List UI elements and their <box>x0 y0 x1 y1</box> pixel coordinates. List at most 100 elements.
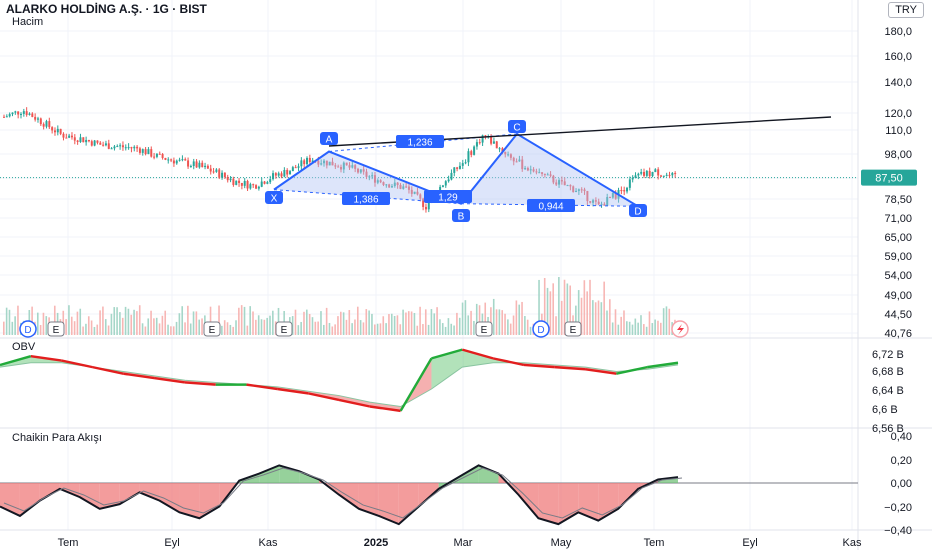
price-tick-label: 98,00 <box>884 149 912 161</box>
candle-body <box>127 147 130 149</box>
last-price-badge <box>861 169 917 186</box>
event-marker-d[interactable]: D <box>19 320 37 338</box>
candle-body <box>631 177 634 180</box>
candle-body <box>76 140 79 142</box>
pattern-ratio-box <box>527 199 575 212</box>
volume-bar <box>427 324 430 335</box>
candle-body <box>538 172 541 174</box>
volume-bar <box>628 321 631 335</box>
event-marker-d[interactable]: D <box>532 320 550 338</box>
volume-bar <box>178 313 181 335</box>
volume-bar <box>453 325 455 335</box>
candle-body <box>36 118 39 120</box>
volume-bar <box>538 279 540 335</box>
candle-body <box>586 191 589 202</box>
volume-bar <box>229 324 232 335</box>
harmonic-pattern: X A B C D 1,236 1,386 1,29 0,944 <box>265 116 832 223</box>
volume-bar <box>11 321 14 335</box>
event-marker-label: E <box>209 325 216 336</box>
candle-body <box>178 159 181 161</box>
volume-bar <box>475 303 478 335</box>
volume-bar <box>189 323 192 335</box>
obv-tick-label: 6,56 B <box>872 423 904 435</box>
price-tick-label: 59,00 <box>884 251 912 263</box>
candle-body <box>609 197 612 199</box>
cmf-area <box>159 483 180 513</box>
volume-bar <box>42 312 45 335</box>
candle-body <box>303 160 306 165</box>
cmf-tick-label: 0,40 <box>891 431 912 443</box>
candle-body <box>87 139 90 142</box>
candle-body <box>359 169 362 173</box>
volume-label: Hacim <box>12 16 44 28</box>
pattern-point-x: X <box>271 194 278 205</box>
earnings-icon <box>203 321 221 337</box>
volume-bar <box>501 310 504 335</box>
candle-body <box>427 202 430 210</box>
volume-bar <box>249 306 251 335</box>
candle-body <box>526 168 529 171</box>
volume-bar <box>444 326 447 335</box>
candle-body <box>371 175 374 177</box>
candle-body <box>31 113 34 117</box>
volume-bar <box>235 320 237 335</box>
volume-bar <box>240 305 243 335</box>
candle-body <box>399 185 402 189</box>
volume-bar <box>410 311 413 335</box>
volume-bar <box>138 305 141 335</box>
volume-bar <box>187 305 189 335</box>
event-marker-e[interactable]: E <box>203 321 221 337</box>
candle-body <box>524 168 527 170</box>
volume-bar <box>340 311 342 335</box>
candle-body <box>274 173 277 176</box>
cmf-area <box>478 465 499 483</box>
candle-body <box>637 173 640 176</box>
volume-bar <box>102 306 104 335</box>
event-marker-e[interactable]: E <box>275 321 293 337</box>
volume-bar <box>606 310 608 335</box>
volume-bar <box>631 324 634 335</box>
volume-bar <box>153 318 155 335</box>
volume-bar <box>53 305 56 335</box>
candle-body <box>543 173 546 175</box>
cmf-area <box>259 465 280 483</box>
volume-bar <box>405 312 407 335</box>
volume-bar <box>113 307 116 335</box>
volume-bar <box>221 325 223 335</box>
pattern-ratio-box <box>424 190 472 203</box>
volume-bar <box>589 279 591 335</box>
event-marker-e[interactable]: E <box>475 321 493 337</box>
volume-bar <box>90 320 93 335</box>
candle-body <box>365 171 368 177</box>
volume-bar <box>218 305 220 335</box>
volume-bar <box>376 323 379 335</box>
candle-body <box>320 163 323 165</box>
obv-tick-label: 6,64 B <box>872 385 904 397</box>
time-tick-label: Eyl <box>742 537 757 549</box>
price-tick-label: 40,76 <box>884 328 912 340</box>
pattern-ratio-label: 1,236 <box>407 138 432 149</box>
candle-body <box>331 161 334 166</box>
candle-body <box>291 167 294 172</box>
volume-bar <box>430 309 433 335</box>
volume-bar <box>96 324 99 335</box>
candle-body <box>390 186 393 188</box>
volume-bar <box>155 317 158 335</box>
candle-body <box>5 116 8 118</box>
volume-bar <box>402 309 404 335</box>
volume-bar <box>577 290 580 335</box>
event-marker-e[interactable]: E <box>564 321 582 337</box>
obv-fill <box>431 349 463 389</box>
time-axis[interactable]: Tem Eyl Kas 2025 Mar May Tem Eyl Kas <box>58 537 862 549</box>
volume-bar <box>583 280 586 335</box>
currency-button[interactable]: TRY <box>888 2 924 18</box>
candle-body <box>560 180 563 182</box>
event-marker-e[interactable]: E <box>47 321 65 337</box>
volume-bar <box>226 322 229 335</box>
volume-bar <box>662 308 665 335</box>
volume-bar <box>348 310 351 335</box>
price-axis[interactable]: 180,0 160,0 140,0 120,0 110,0 98,00 78,50 71,00… <box>861 26 917 537</box>
candle-body <box>507 154 510 156</box>
volume-bar <box>93 326 96 335</box>
